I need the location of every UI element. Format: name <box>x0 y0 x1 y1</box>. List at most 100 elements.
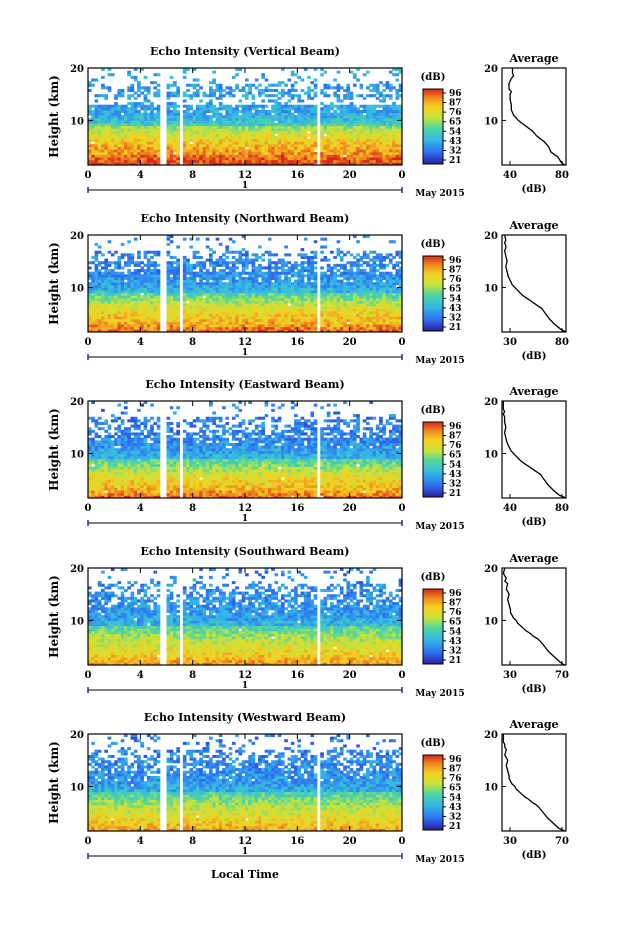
heatmap-cell <box>290 144 295 148</box>
heatmap-cell <box>192 149 197 153</box>
heatmap-cell <box>192 308 197 312</box>
heatmap-cell <box>379 303 383 307</box>
heatmap-cell <box>352 318 357 322</box>
heatmap-cell <box>94 316 99 320</box>
heatmap-cell <box>264 279 269 283</box>
heatmap-cell <box>366 104 370 108</box>
heatmap-cell <box>130 159 135 163</box>
heatmap-cell <box>267 151 272 155</box>
heatmap-cell <box>313 279 318 283</box>
heatmap-cell <box>356 287 360 291</box>
heatmap-cell <box>212 316 216 320</box>
heatmap-cell <box>225 107 230 111</box>
heatmap-cell <box>366 112 370 116</box>
heatmap-cell <box>313 162 318 166</box>
heatmap-cell <box>330 133 334 137</box>
heatmap-cell <box>143 292 148 296</box>
heatmap-cell <box>320 303 324 307</box>
heatmap-cell <box>209 81 213 85</box>
heatmap-cell <box>156 276 161 280</box>
heatmap-cell <box>267 318 272 322</box>
heatmap-cell <box>117 282 122 286</box>
heatmap-cell <box>277 321 282 325</box>
heatmap-cell <box>343 146 347 150</box>
heatmap-cell <box>369 117 373 121</box>
heatmap-cell <box>300 136 305 140</box>
heatmap-cell <box>143 120 148 124</box>
heatmap-cell <box>228 154 233 158</box>
heatmap-cell <box>212 78 216 82</box>
heatmap-cell <box>254 123 259 127</box>
heatmap-cell <box>104 321 109 325</box>
heatmap-cell <box>362 151 367 155</box>
heatmap-cell <box>297 263 301 267</box>
heatmap-cell <box>173 115 177 119</box>
heatmap-cell <box>94 305 99 309</box>
heatmap-cell <box>238 162 243 166</box>
heatmap-cell <box>395 269 400 273</box>
heatmap-cell <box>222 115 226 119</box>
heatmap-cell <box>120 117 125 121</box>
heatmap-cell <box>169 112 174 116</box>
heatmap-cell <box>140 102 144 106</box>
heatmap-cell <box>130 282 135 286</box>
heatmap-cell <box>241 125 246 129</box>
heatmap-cell <box>274 297 279 301</box>
heatmap-cell <box>323 324 328 328</box>
heatmap-cell <box>326 112 331 116</box>
heatmap-cell <box>362 141 367 145</box>
heatmap-cell <box>137 263 141 267</box>
heatmap-cell <box>388 295 393 299</box>
colorbar-tick-label: 32 <box>449 146 462 156</box>
x-tick-label: 16 <box>290 170 304 181</box>
heatmap-cell <box>222 120 226 124</box>
heatmap-cell <box>379 117 383 121</box>
heatmap-cell <box>225 136 230 140</box>
heatmap-cell <box>101 125 105 129</box>
heatmap-cell <box>274 326 279 330</box>
heatmap-cell <box>339 149 344 153</box>
heatmap-cell <box>313 157 318 161</box>
heatmap-cell <box>287 308 292 312</box>
heatmap-cell <box>192 159 197 163</box>
heatmap-cell <box>372 287 377 291</box>
heatmap-cell <box>88 117 92 121</box>
heatmap-cell <box>101 138 105 142</box>
heatmap-cell <box>101 151 105 155</box>
heatmap-cell <box>277 292 282 296</box>
heatmap-cell <box>359 133 364 137</box>
heatmap-cell <box>359 149 364 153</box>
heatmap-cell <box>94 321 99 325</box>
heatmap-cell <box>362 138 367 142</box>
heatmap-cell <box>274 266 279 270</box>
heatmap-cell <box>379 109 383 113</box>
heatmap-cell <box>107 305 112 309</box>
heatmap-cell <box>379 120 383 124</box>
heatmap-cell <box>385 115 390 119</box>
heatmap-cell <box>339 120 344 124</box>
heatmap-cell <box>395 68 400 72</box>
heatmap-cell <box>326 115 331 119</box>
heatmap-cell <box>330 151 334 155</box>
heatmap-cell <box>369 282 373 286</box>
heatmap-cell <box>182 125 187 129</box>
heatmap-cell <box>352 308 357 312</box>
heatmap-cell <box>169 109 174 113</box>
heatmap-cell <box>356 115 360 119</box>
heatmap-cell <box>290 324 295 328</box>
heatmap-cell <box>189 311 194 315</box>
heatmap-cell <box>313 326 318 330</box>
heatmap-cell <box>143 107 148 111</box>
heatmap-cell <box>352 162 357 166</box>
heatmap-cell <box>245 125 249 129</box>
heatmap-cell <box>228 138 233 142</box>
heatmap-cell <box>195 250 200 254</box>
heatmap-cell <box>294 266 298 270</box>
heatmap-cell <box>195 329 200 333</box>
heatmap-cell <box>209 86 213 90</box>
heatmap-cell <box>130 295 135 299</box>
heatmap-cell <box>235 162 239 166</box>
heatmap-cell <box>205 102 210 106</box>
heatmap-cell <box>133 326 138 330</box>
heatmap-cell <box>140 308 144 312</box>
